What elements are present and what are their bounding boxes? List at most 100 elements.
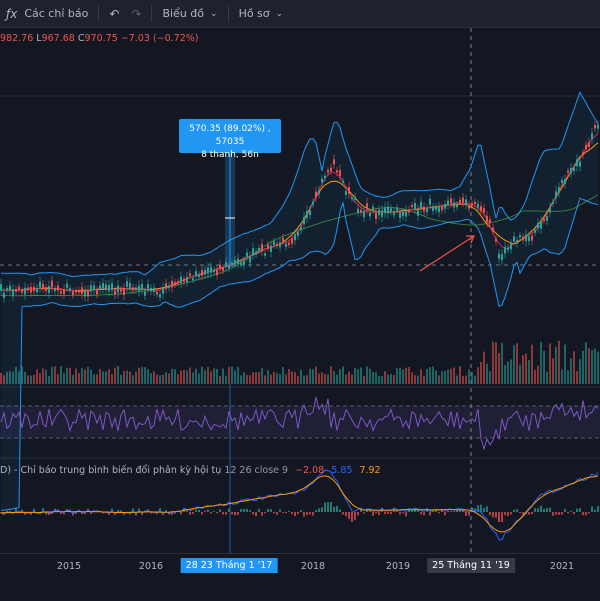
candle-body (297, 231, 299, 236)
volume-bar (369, 368, 371, 384)
candle-body (429, 198, 431, 205)
arrow-head-icon (466, 235, 475, 244)
indicators-button[interactable]: ƒx Các chỉ báo (0, 0, 94, 27)
volume-bar (336, 374, 338, 384)
candle-body (303, 217, 305, 224)
macd-histogram-bar (588, 512, 590, 514)
chevron-down-icon: ⌄ (210, 8, 218, 19)
volume-bar (522, 355, 524, 384)
volume-bar (363, 375, 365, 384)
volume-bar (525, 353, 527, 384)
macd-histogram-bar (261, 512, 263, 516)
macd-histogram-bar (489, 512, 491, 516)
candle-body (276, 243, 278, 246)
volume-bar (390, 374, 392, 384)
measure-date-badge: 28 23 Tháng 1 '17 (180, 558, 278, 573)
volume-bar (516, 343, 518, 384)
macd-histogram-bar (225, 512, 227, 515)
chart-menu-button[interactable]: Biểu đồ ⌄ (156, 0, 223, 27)
macd-histogram-bar (291, 512, 293, 515)
macd-histogram-bar (327, 502, 329, 512)
macd-histogram-bar (528, 512, 530, 515)
trend-line-drawing[interactable] (419, 235, 475, 272)
candle-body (150, 287, 152, 292)
macd-histogram-bar (6, 510, 8, 512)
candle-body (144, 291, 146, 296)
candle-body (510, 243, 512, 250)
measure-tooltip-line1: 570.35 (89.02%) , 57035 (189, 124, 271, 147)
chart-canvas[interactable] (0, 0, 600, 553)
redo-button[interactable]: ↷ (125, 0, 147, 27)
volume-bar (594, 348, 596, 384)
volume-bar (315, 366, 317, 384)
profile-menu-button[interactable]: Hồ sơ ⌄ (233, 0, 290, 27)
volume-bar (69, 368, 71, 384)
macd-histogram-bar (579, 508, 581, 512)
candle-body (315, 191, 317, 198)
macd-histogram-bar (300, 510, 302, 512)
candle-body (552, 201, 554, 204)
candle-body (231, 262, 233, 265)
macd-histogram-bar (276, 512, 278, 515)
candle-body (528, 236, 530, 242)
candle-body (273, 241, 275, 245)
macd-histogram-bar (555, 512, 557, 515)
candle-body (492, 227, 494, 231)
volume-bar (42, 368, 44, 384)
macd-histogram-bar (582, 512, 584, 516)
volume-bar (234, 370, 236, 384)
undo-button[interactable]: ↶ (103, 0, 125, 27)
volume-bar (357, 369, 359, 384)
candle-body (114, 290, 116, 295)
candle-body (285, 243, 287, 247)
candle-body (168, 285, 170, 288)
candle-body (534, 229, 536, 233)
candle-body (123, 288, 125, 295)
candle-body (579, 161, 581, 167)
candle-body (36, 288, 38, 293)
macd-histogram-bar (15, 508, 17, 512)
macd-histogram-bar (519, 512, 521, 514)
candle-body (300, 226, 302, 231)
volume-bar (81, 368, 83, 384)
volume-bar (330, 366, 332, 384)
candle-body (261, 244, 263, 251)
candle-body (390, 208, 392, 212)
macd-histogram-bar (258, 508, 260, 512)
candle-body (279, 242, 281, 248)
x-label-2015: 2015 (56, 561, 82, 572)
candle-body (507, 247, 509, 251)
candle-body (246, 252, 248, 257)
volume-bar (222, 368, 224, 384)
candle-body (360, 209, 362, 213)
candle-body (30, 287, 32, 293)
volume-bar (258, 372, 260, 384)
volume-bar (66, 367, 68, 384)
macd-histogram-bar (567, 512, 569, 514)
volume-bar (216, 369, 218, 384)
macd-histogram-bar (201, 512, 203, 515)
candle-body (576, 159, 578, 167)
macd-histogram-bar (453, 510, 455, 512)
volume-bar (321, 372, 323, 384)
candle-body (75, 290, 77, 293)
candle-body (9, 285, 11, 291)
macd-histogram-bar (384, 512, 386, 515)
macd-histogram-bar (363, 512, 365, 514)
candle-body (585, 144, 587, 150)
time-axis[interactable]: 2015 2016 2018 2019 2021 28 23 Tháng 1 '… (0, 553, 600, 601)
candle-body (39, 281, 41, 288)
candle-body (522, 236, 524, 241)
volume-bar (447, 369, 449, 384)
volume-bar (174, 369, 176, 384)
volume-bar (348, 371, 350, 384)
candle-body (90, 285, 92, 292)
macd-histogram-bar (492, 512, 494, 518)
candle-body (249, 256, 251, 263)
volume-bar (303, 375, 305, 384)
toolbar-divider (227, 5, 229, 22)
macd-histogram-bar (390, 512, 392, 515)
volume-bar (429, 367, 431, 384)
volume-bar (219, 375, 221, 384)
profile-menu-label: Hồ sơ (238, 7, 270, 20)
